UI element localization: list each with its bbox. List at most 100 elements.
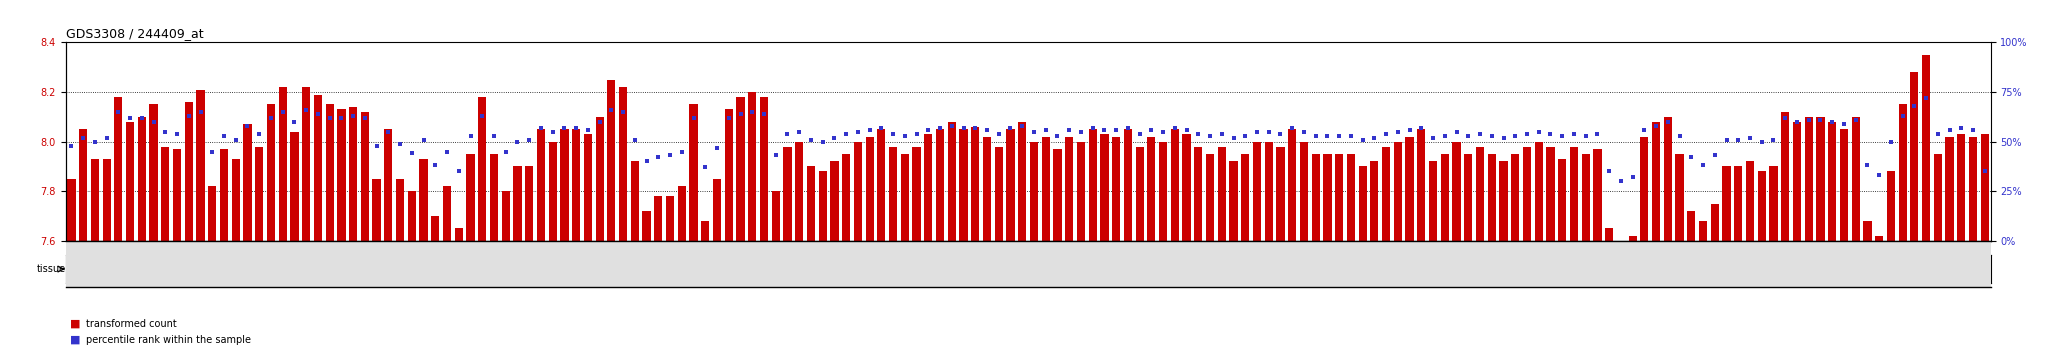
Bar — [395, 179, 403, 241]
Bar — [115, 97, 123, 241]
Point — [1229, 133, 1262, 138]
Bar — [1065, 137, 1073, 241]
Point — [854, 127, 887, 132]
Point — [993, 125, 1026, 131]
Bar — [1710, 204, 1718, 241]
Point — [68, 135, 100, 141]
Point — [477, 133, 510, 138]
Point — [125, 115, 158, 121]
Point — [688, 165, 721, 170]
Bar — [1980, 134, 1989, 241]
Bar — [1700, 221, 1708, 241]
Bar — [162, 147, 170, 241]
Bar — [866, 137, 874, 241]
Bar — [1147, 137, 1155, 241]
Bar — [725, 109, 733, 241]
Point — [559, 125, 592, 131]
Point — [1323, 133, 1356, 138]
Bar — [748, 92, 756, 241]
Point — [584, 119, 616, 125]
Bar — [1018, 122, 1026, 241]
Text: tissue: tissue — [37, 264, 66, 274]
Bar — [1688, 211, 1696, 241]
Bar — [1851, 117, 1860, 241]
Bar — [348, 107, 356, 241]
Point — [1393, 127, 1425, 132]
Point — [137, 119, 170, 125]
Bar — [1921, 55, 1929, 241]
Point — [1968, 169, 2001, 174]
Bar — [1864, 221, 1872, 241]
Point — [502, 139, 535, 144]
Bar — [948, 122, 956, 241]
Bar — [502, 191, 510, 241]
Bar — [772, 191, 780, 241]
Bar — [1090, 129, 1098, 241]
Point — [1112, 125, 1145, 131]
Bar — [1464, 154, 1473, 241]
Point — [571, 127, 604, 132]
Bar — [1053, 149, 1061, 241]
Point — [1122, 131, 1155, 137]
Point — [512, 137, 545, 142]
Bar — [571, 129, 580, 241]
Bar — [1876, 236, 1884, 241]
Bar — [1417, 129, 1425, 241]
Bar — [1511, 154, 1520, 241]
Point — [301, 111, 334, 117]
Bar — [477, 97, 485, 241]
Bar — [1628, 236, 1636, 241]
Point — [279, 119, 311, 125]
Point — [90, 135, 123, 141]
Point — [1194, 133, 1227, 138]
Bar — [995, 147, 1004, 241]
Bar — [1534, 142, 1542, 241]
Bar — [1370, 161, 1378, 241]
Point — [537, 129, 569, 135]
Bar — [1219, 147, 1227, 241]
Point — [1452, 133, 1485, 138]
Bar — [889, 147, 897, 241]
Point — [197, 149, 229, 154]
Bar — [1100, 134, 1108, 241]
Bar — [666, 196, 674, 241]
Bar — [1253, 142, 1262, 241]
Bar — [1452, 142, 1460, 241]
Bar — [877, 129, 885, 241]
Bar — [442, 186, 451, 241]
Bar — [1933, 154, 1942, 241]
Bar — [256, 147, 264, 241]
Bar — [854, 142, 862, 241]
Bar — [1171, 129, 1180, 241]
Point — [1147, 129, 1180, 135]
Point — [1698, 153, 1731, 158]
Bar — [279, 87, 287, 241]
Point — [1335, 133, 1368, 138]
Point — [1065, 129, 1098, 135]
Bar — [936, 129, 944, 241]
Bar — [524, 166, 532, 241]
Bar — [690, 104, 698, 241]
Point — [291, 107, 324, 113]
Point — [465, 113, 498, 119]
Bar — [1946, 137, 1954, 241]
Bar — [360, 112, 369, 241]
Bar — [1606, 228, 1614, 241]
Point — [1522, 129, 1554, 135]
Point — [244, 131, 276, 137]
Bar — [1395, 142, 1403, 241]
Point — [1559, 131, 1591, 137]
Bar — [596, 117, 604, 241]
Point — [1358, 135, 1391, 141]
Bar — [1382, 147, 1391, 241]
Point — [336, 113, 369, 119]
Point — [1006, 123, 1038, 129]
Bar — [631, 161, 639, 241]
Point — [1710, 137, 1743, 142]
Point — [864, 125, 897, 131]
Point — [1898, 103, 1931, 109]
Point — [936, 123, 969, 129]
Bar — [1968, 255, 1991, 283]
Bar — [1782, 112, 1790, 241]
Point — [748, 111, 780, 117]
